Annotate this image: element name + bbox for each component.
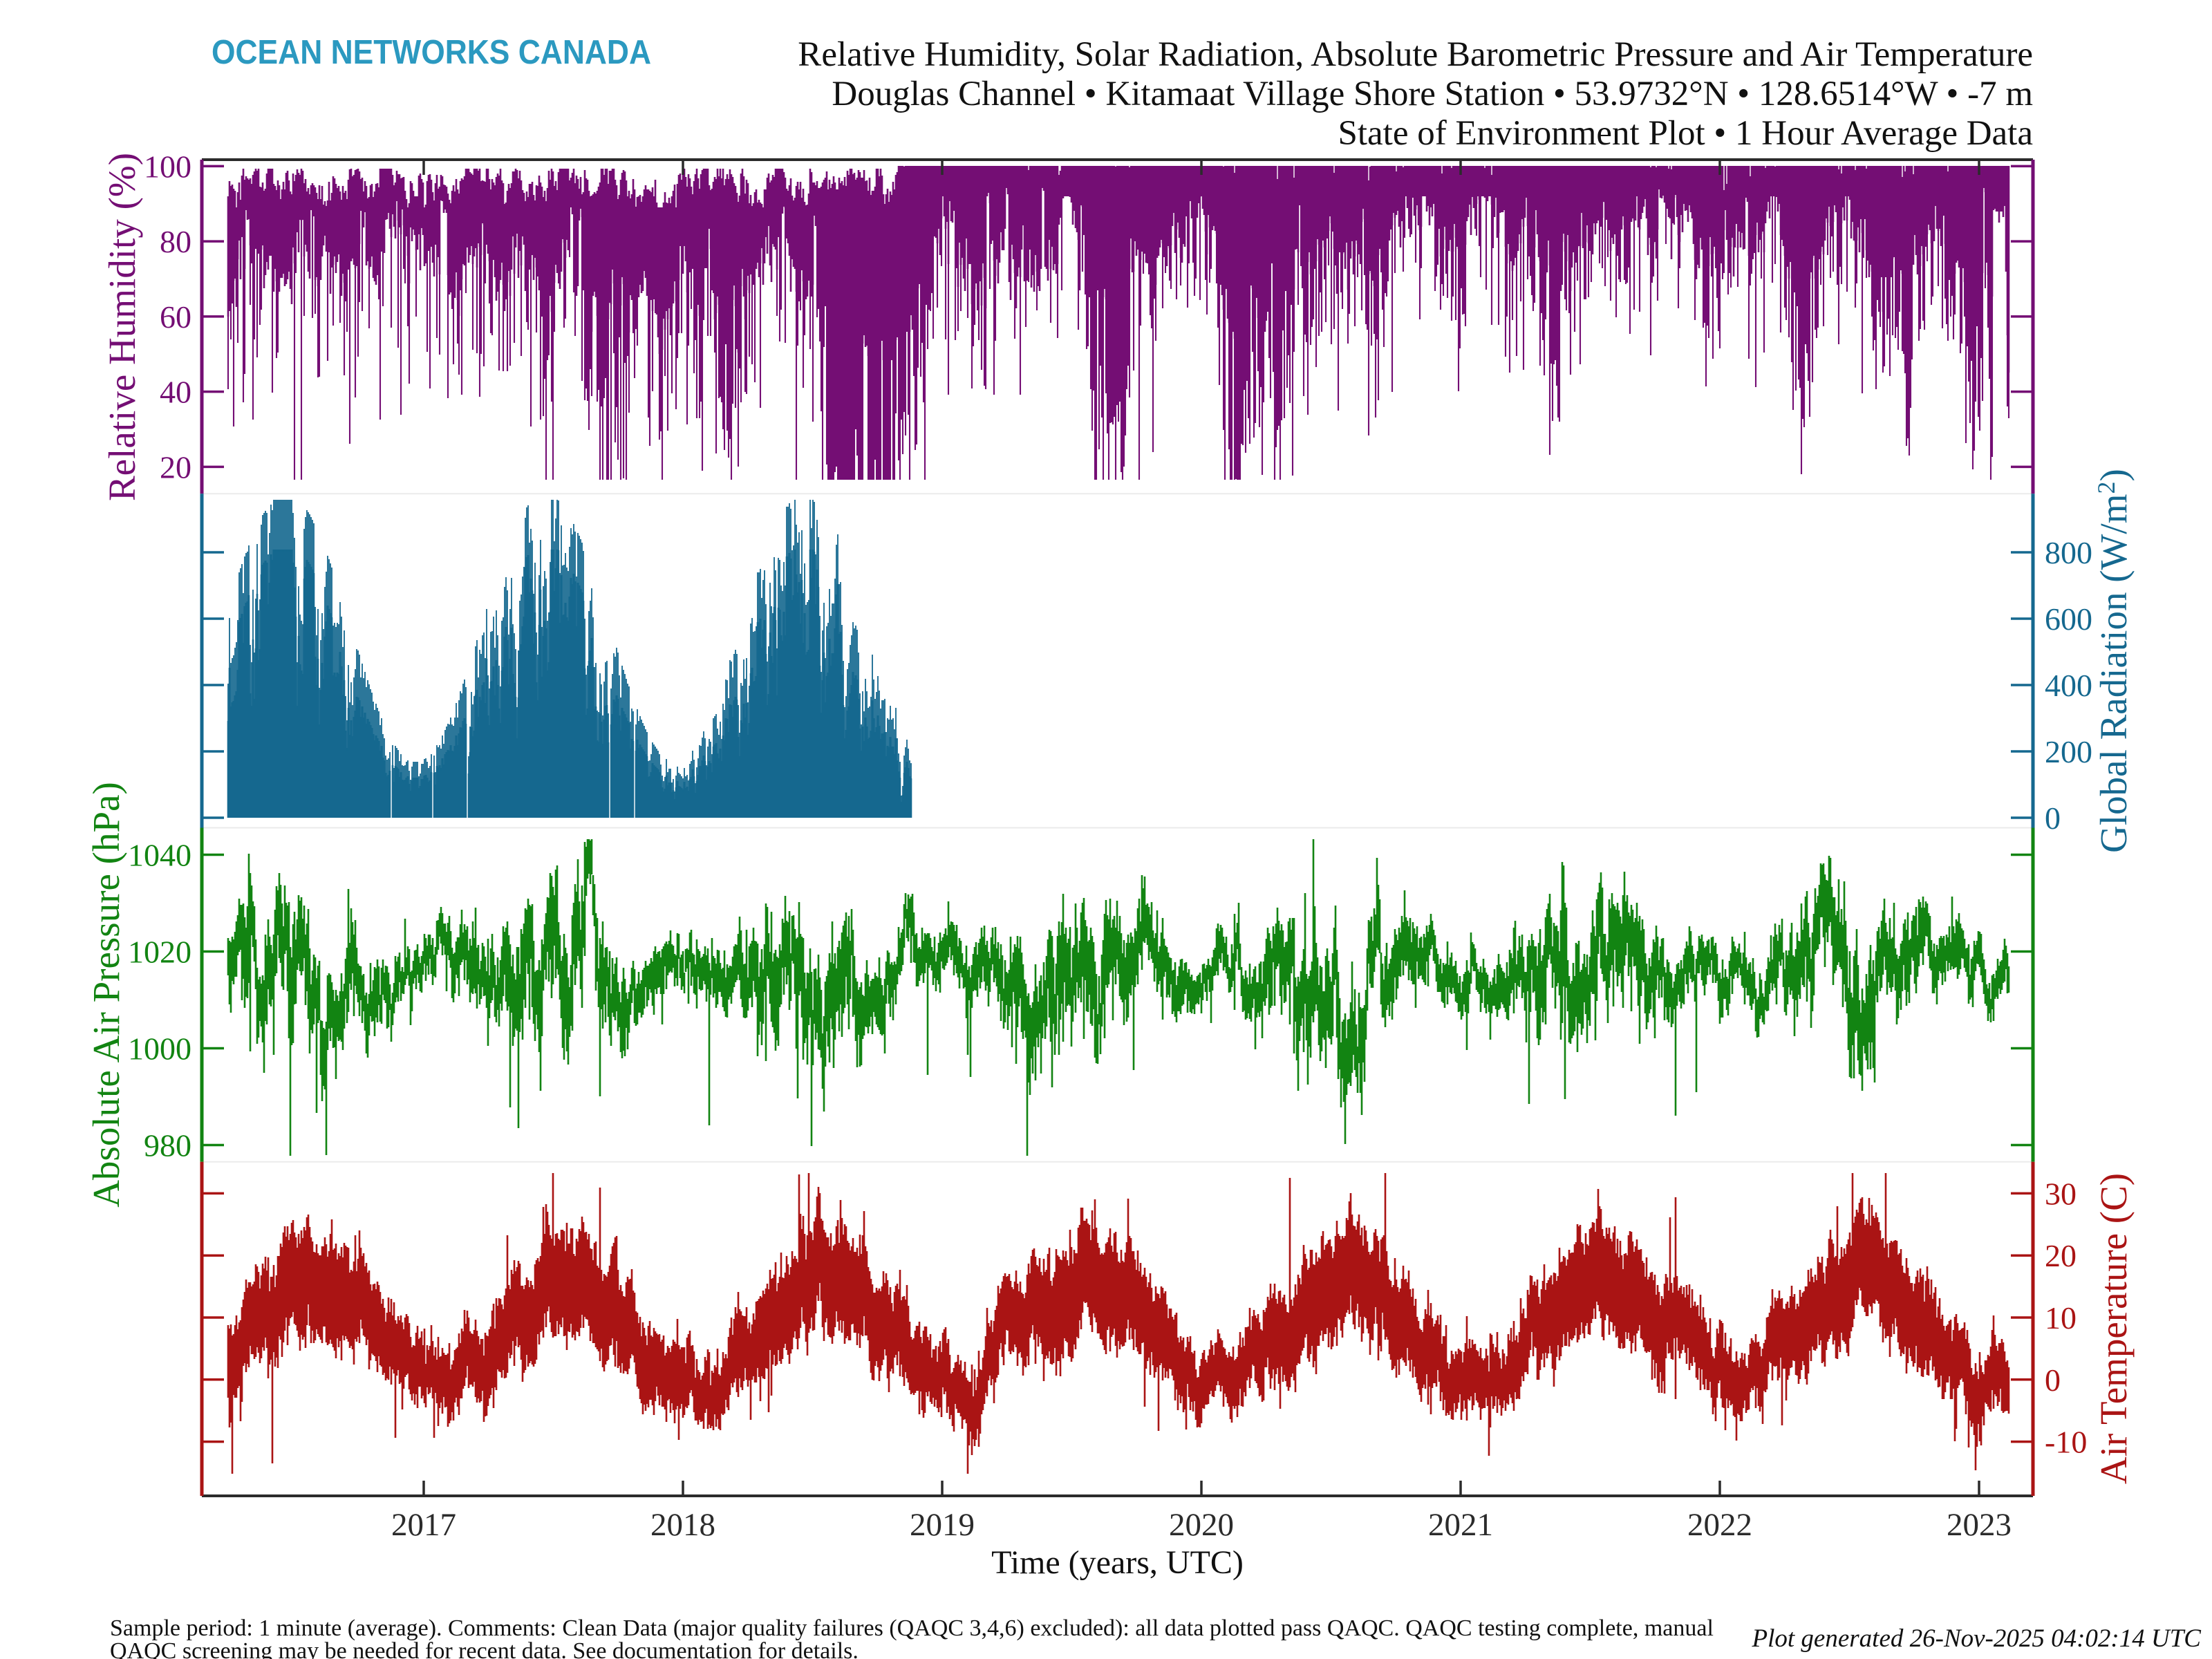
svg-text:0: 0: [2045, 1362, 2061, 1398]
svg-text:30: 30: [2045, 1176, 2077, 1211]
svg-text:Relative Humidity, Solar Radia: Relative Humidity, Solar Radiation, Abso…: [798, 35, 2033, 74]
svg-text:-10: -10: [2045, 1425, 2087, 1460]
svg-text:QAQC screening may be needed f: QAQC screening may be needed for recent …: [110, 1638, 859, 1659]
svg-text:20: 20: [2045, 1238, 2077, 1273]
svg-text:Time (years, UTC): Time (years, UTC): [991, 1544, 1244, 1581]
svg-text:980: 980: [144, 1128, 191, 1163]
svg-text:200: 200: [2045, 734, 2092, 769]
svg-text:2022: 2022: [1687, 1507, 1752, 1543]
svg-text:10: 10: [2045, 1300, 2077, 1335]
svg-text:2018: 2018: [650, 1507, 715, 1543]
svg-text:1000: 1000: [128, 1031, 191, 1067]
svg-text:State of Environment Plot • 1: State of Environment Plot • 1 Hour Avera…: [1338, 114, 2033, 153]
svg-text:Sample period: 1 minute (avera: Sample period: 1 minute (average). Comme…: [110, 1615, 1714, 1641]
svg-text:OCEAN NETWORKS CANADA: OCEAN NETWORKS CANADA: [212, 34, 651, 71]
svg-text:2021: 2021: [1428, 1507, 1493, 1543]
svg-text:40: 40: [160, 375, 191, 410]
svg-text:400: 400: [2045, 668, 2092, 703]
svg-text:Plot generated 26-Nov-2025 04:: Plot generated 26-Nov-2025 04:02:14 UTC: [1752, 1624, 2202, 1653]
svg-text:1020: 1020: [128, 935, 191, 970]
svg-text:1040: 1040: [128, 838, 191, 873]
svg-text:2020: 2020: [1169, 1507, 1234, 1543]
svg-text:20: 20: [160, 449, 191, 485]
svg-text:80: 80: [160, 224, 191, 259]
svg-text:100: 100: [144, 149, 191, 184]
svg-text:Global Radiation (W/m2): Global Radiation (W/m2): [2092, 469, 2135, 853]
svg-text:2023: 2023: [1947, 1507, 2012, 1543]
svg-text:Absolute Air Pressure (hPa): Absolute Air Pressure (hPa): [85, 782, 127, 1208]
svg-text:2017: 2017: [391, 1507, 456, 1543]
svg-text:600: 600: [2045, 601, 2092, 637]
svg-text:60: 60: [160, 299, 191, 335]
svg-text:Air Temperature (C): Air Temperature (C): [2092, 1173, 2135, 1484]
svg-text:2019: 2019: [910, 1507, 975, 1543]
svg-text:800: 800: [2045, 535, 2092, 570]
svg-text:0: 0: [2045, 800, 2061, 836]
svg-text:Relative Humidity (%): Relative Humidity (%): [101, 153, 143, 501]
svg-text:Douglas Channel • Kitamaat Vil: Douglas Channel • Kitamaat Village Shore…: [832, 75, 2033, 113]
